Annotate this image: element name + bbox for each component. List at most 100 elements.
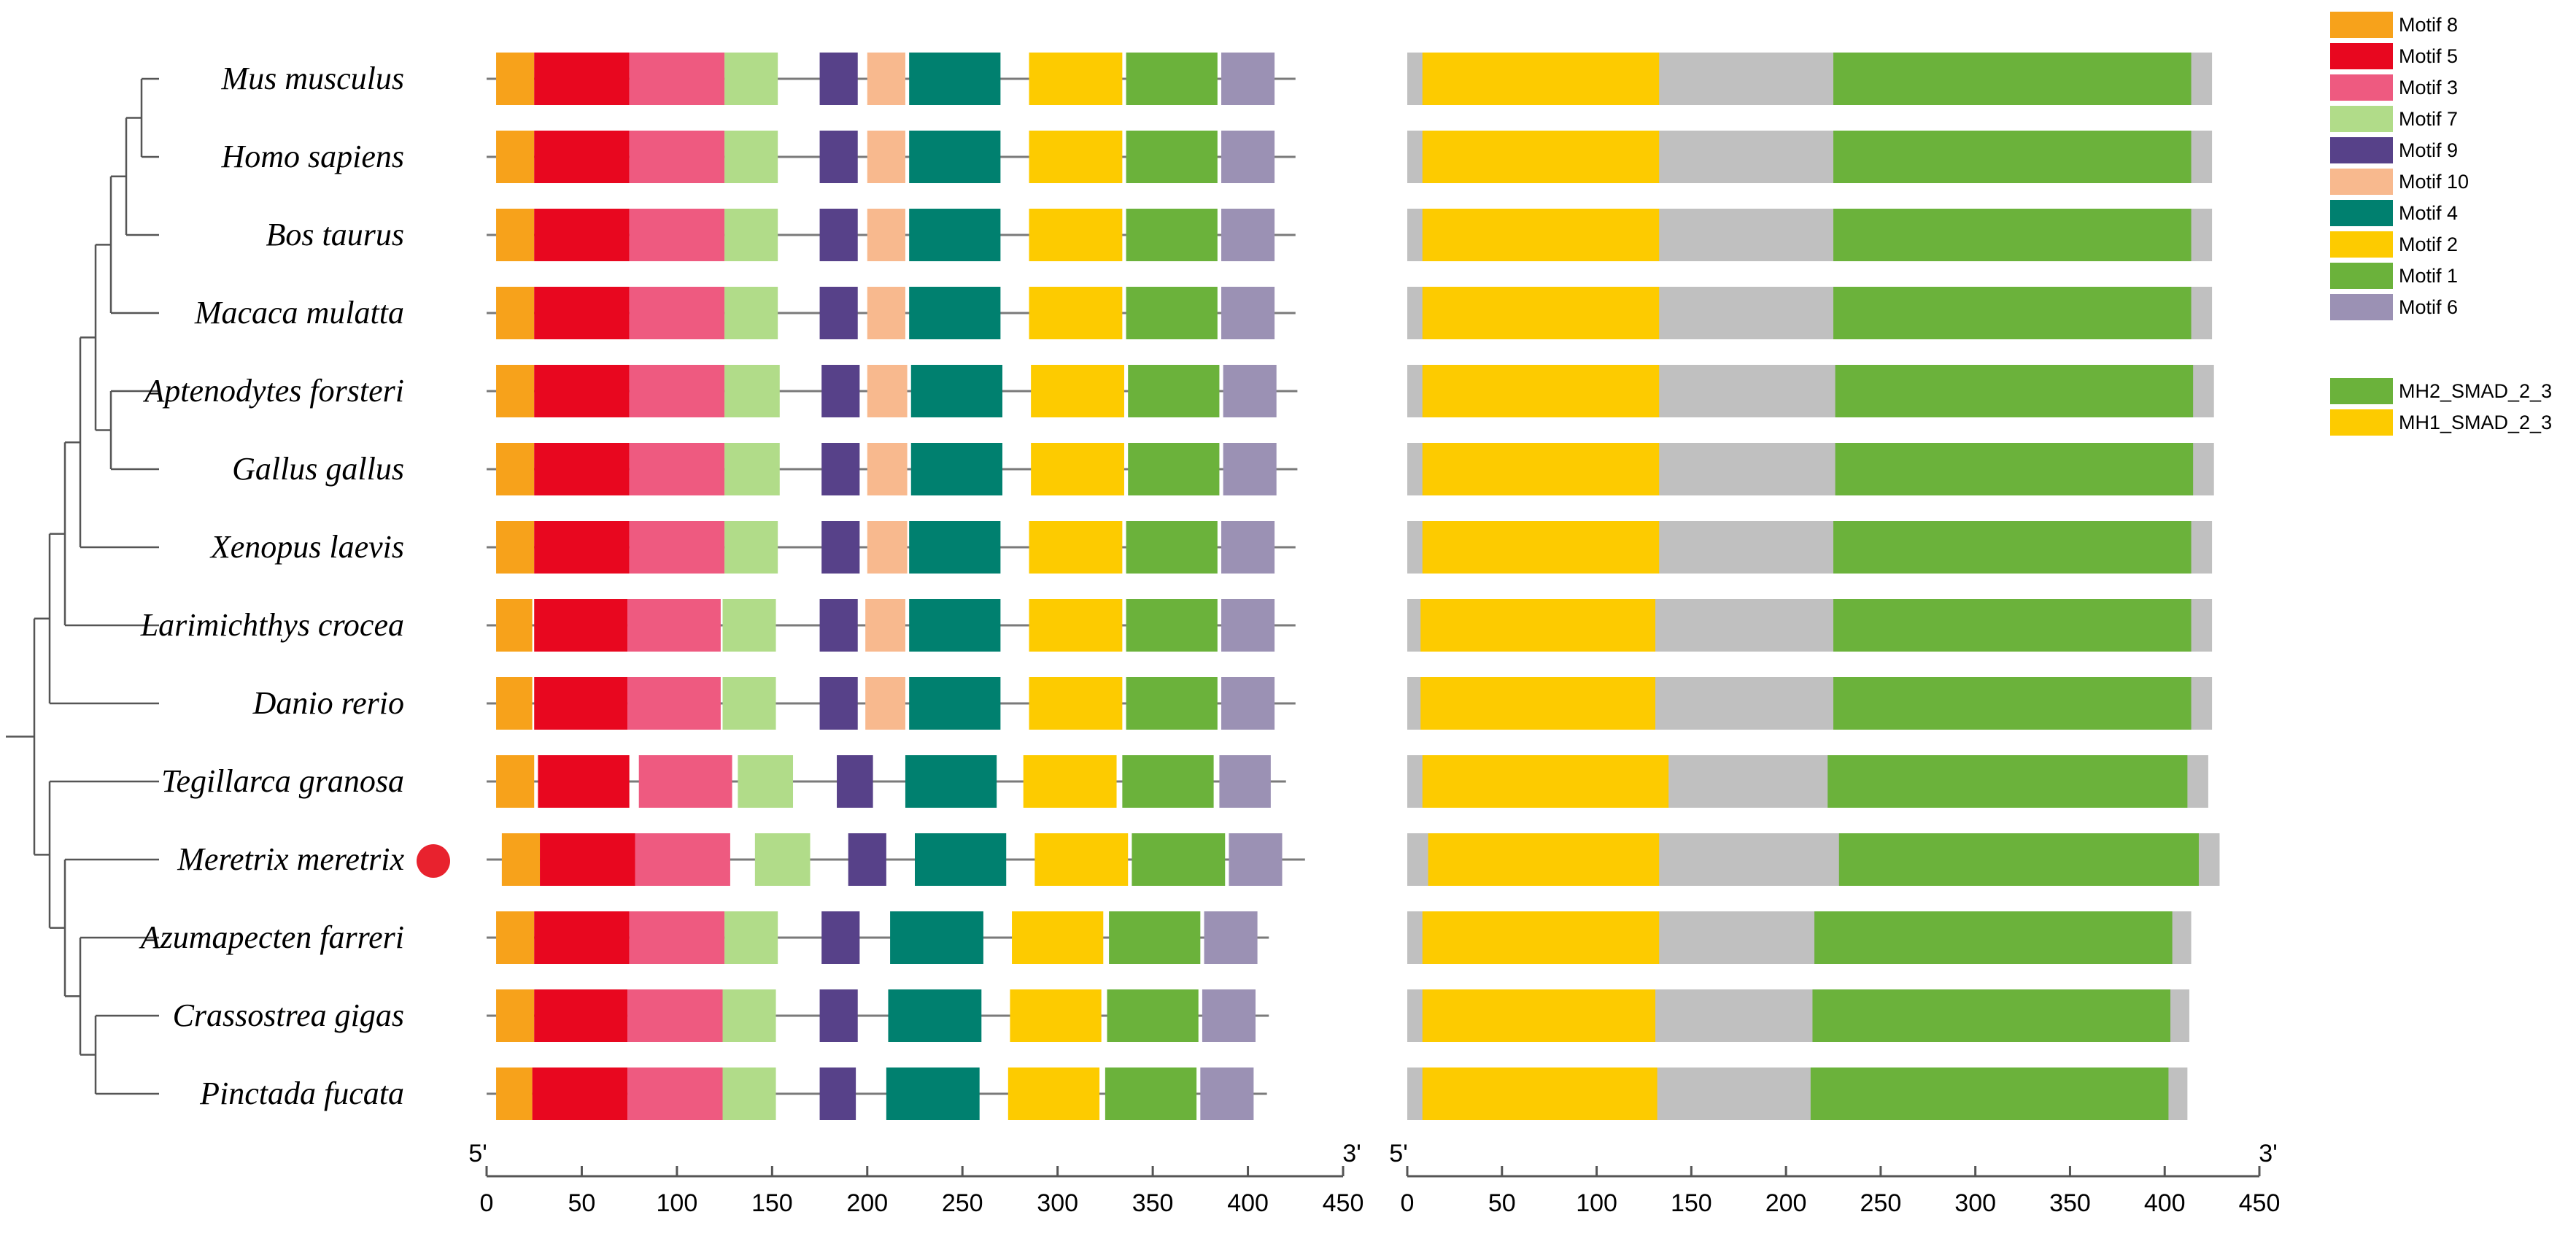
motif-block-m10 [865, 677, 905, 730]
tick-label: 150 [1671, 1189, 1712, 1217]
motif-block-m4 [909, 287, 1001, 339]
motif-block-m1 [1109, 911, 1201, 964]
tick-label: 50 [1488, 1189, 1516, 1217]
legend-label: MH2_SMAD_2_3 [2399, 380, 2552, 402]
motif-block-m1 [1126, 131, 1218, 183]
tick-label: 400 [2144, 1189, 2186, 1217]
motif-block-m10 [867, 53, 905, 105]
motif-block-m8 [496, 209, 535, 261]
motif-block-m9 [819, 599, 858, 652]
tick-label: 50 [568, 1189, 596, 1217]
domain-block-mh2 [1838, 833, 2199, 886]
motif-block-m1 [1126, 521, 1218, 574]
legend-label: Motif 10 [2399, 171, 2469, 193]
legend-swatch-m6 [2330, 294, 2393, 320]
motif-block-m5 [534, 911, 630, 964]
species-label: Azumapecten farreri [139, 919, 404, 955]
motif-block-m9 [819, 287, 858, 339]
tick-label: 200 [846, 1189, 888, 1217]
tick-label: 400 [1227, 1189, 1269, 1217]
motif-block-m7 [722, 677, 776, 730]
domain-block-mh1 [1422, 1068, 1658, 1120]
motif-block-m9 [819, 53, 858, 105]
motif-block-m2 [1029, 53, 1123, 105]
motif-block-m9 [821, 911, 860, 964]
motif-block-m10 [867, 365, 908, 417]
legend-label: Motif 7 [2399, 108, 2458, 130]
motif-block-m6 [1202, 989, 1256, 1042]
motif-block-m2 [1023, 755, 1117, 808]
motif-block-m9 [821, 365, 860, 417]
legend-swatch-m5 [2330, 43, 2393, 69]
species-label: Danio rerio [252, 685, 404, 721]
motif-block-m4 [890, 911, 983, 964]
motif-block-m5 [534, 287, 630, 339]
motif-block-m7 [724, 53, 778, 105]
motif-block-m4 [886, 1068, 980, 1120]
motif-block-m8 [496, 131, 535, 183]
species-label: Aptenodytes forsteri [142, 373, 404, 409]
domain-block-mh1 [1422, 755, 1669, 808]
motif-block-m3 [629, 209, 725, 261]
motif-block-m7 [724, 209, 778, 261]
domain-block-mh2 [1835, 443, 2194, 495]
motif-block-m2 [1012, 911, 1104, 964]
motif-block-m6 [1229, 833, 1283, 886]
domain-block-mh1 [1422, 989, 1656, 1042]
motif-block-m3 [635, 833, 730, 886]
motif-block-m5 [534, 53, 630, 105]
tick-label: 350 [1132, 1189, 1174, 1217]
motif-block-m1 [1128, 365, 1220, 417]
motif-legend: Motif 8 Motif 5 Motif 3 Motif 7 Motif 9 Motif… [2330, 12, 2469, 320]
motif-block-m7 [724, 365, 780, 417]
species-label: Gallus gallus [232, 451, 404, 487]
motif-block-m3 [629, 131, 725, 183]
three-prime-label: 3' [1342, 1140, 1361, 1167]
species-label: Tegillarca granosa [161, 763, 404, 799]
motif-block-m3 [629, 365, 725, 417]
motif-block-m6 [1221, 131, 1275, 183]
motif-block-m3 [627, 599, 721, 652]
species-label: Pinctada fucata [199, 1076, 404, 1111]
domain-block-mh1 [1422, 53, 1660, 105]
motif-block-m4 [909, 131, 1001, 183]
motif-block-m2 [1007, 1068, 1100, 1120]
motif-block-m10 [867, 287, 905, 339]
motif-block-m5 [540, 833, 635, 886]
tick-label: 250 [1860, 1189, 1902, 1217]
motif-block-m6 [1221, 677, 1275, 730]
motif-block-m6 [1223, 365, 1277, 417]
motif-block-m2 [1029, 287, 1123, 339]
motif-block-m4 [909, 599, 1001, 652]
domain-block-mh2 [1812, 989, 2171, 1042]
motif-block-m10 [867, 443, 908, 495]
motif-block-m9 [819, 989, 858, 1042]
domain-panel [1407, 53, 2220, 1120]
tick-label: 350 [2049, 1189, 2091, 1217]
motif-block-m9 [819, 209, 858, 261]
motif-block-m5 [534, 989, 628, 1042]
domain-block-mh1 [1428, 833, 1660, 886]
motif-block-m7 [724, 131, 778, 183]
motif-block-m5 [534, 443, 630, 495]
domain-block-mh2 [1833, 131, 2192, 183]
domain-axis: 0 50 100 150 200 250 300 350 400 450 5' 3' [1389, 1140, 2280, 1217]
domain-block-mh2 [1833, 287, 2192, 339]
motif-block-m6 [1200, 1068, 1254, 1120]
motif-block-m10 [867, 131, 905, 183]
motif-block-m7 [722, 599, 776, 652]
tick-label: 150 [751, 1189, 793, 1217]
motif-block-m8 [496, 365, 535, 417]
motif-block-m7 [738, 755, 794, 808]
domain-block-mh1 [1422, 365, 1660, 417]
motif-block-m2 [1031, 365, 1124, 417]
legend-swatch-m7 [2330, 106, 2393, 132]
motif-block-m5 [538, 755, 630, 808]
species-label: Meretrix meretrix [177, 841, 404, 877]
domain-block-mh2 [1833, 209, 2192, 261]
motif-block-m4 [915, 833, 1007, 886]
domain-block-mh1 [1422, 287, 1660, 339]
species-label: Larimichthys crocea [140, 607, 404, 643]
species-label: Macaca mulatta [194, 295, 404, 331]
